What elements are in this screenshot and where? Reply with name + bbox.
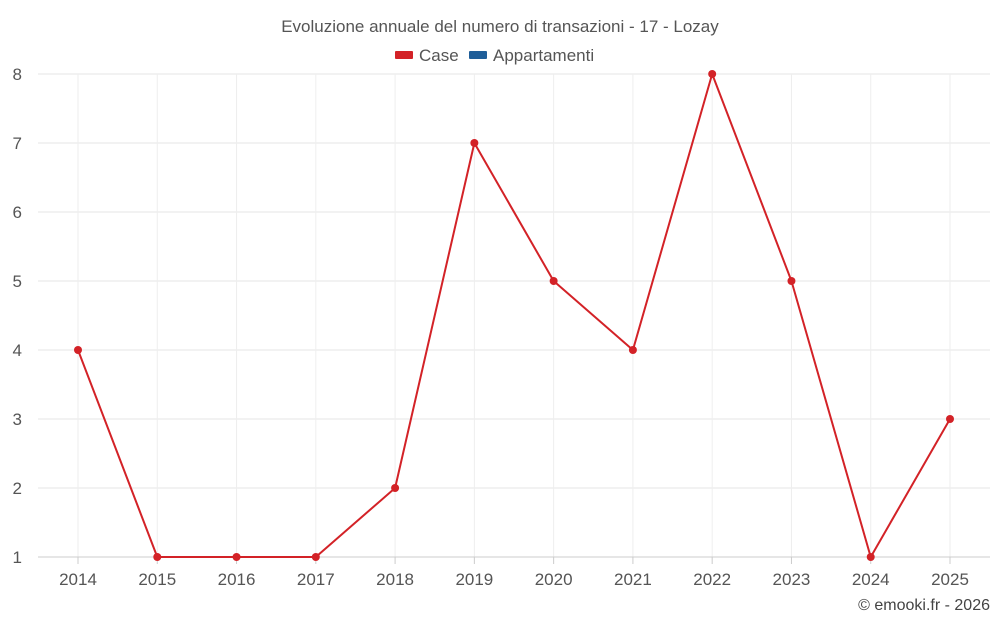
y-tick-label-3: 3 bbox=[13, 410, 22, 429]
data-point-case-2016 bbox=[232, 553, 241, 561]
data-point-case-2017 bbox=[311, 553, 320, 561]
data-point-case-2023 bbox=[787, 277, 796, 285]
legend-swatch-case bbox=[395, 51, 413, 59]
y-tick-label-8: 8 bbox=[13, 65, 22, 84]
data-point-case-2020 bbox=[549, 277, 558, 285]
data-point-case-2022 bbox=[708, 70, 717, 78]
series-layer bbox=[74, 70, 954, 561]
grid bbox=[38, 73, 990, 557]
x-tick-label-2021: 2021 bbox=[614, 570, 652, 589]
x-tick-label-2018: 2018 bbox=[376, 570, 414, 589]
x-tick-label-2019: 2019 bbox=[455, 570, 493, 589]
data-point-case-2021 bbox=[628, 346, 637, 354]
axes: 1 2 3 4 5 6 7 8 2014 2015 2016 2017 2018 2019 2020 2021… bbox=[13, 65, 990, 589]
data-point-case-2015 bbox=[153, 553, 162, 561]
legend-item-appartamenti[interactable]: Appartamenti bbox=[469, 46, 594, 65]
y-tick-label-4: 4 bbox=[13, 341, 22, 360]
legend-label-appartamenti: Appartamenti bbox=[493, 46, 594, 65]
legend: Case Appartamenti bbox=[395, 46, 594, 65]
data-point-case-2025 bbox=[946, 415, 954, 423]
y-tick-label-6: 6 bbox=[13, 203, 22, 222]
y-tick-label-5: 5 bbox=[13, 272, 22, 291]
x-tick-label-2020: 2020 bbox=[535, 570, 573, 589]
x-tick-label-2017: 2017 bbox=[297, 570, 335, 589]
y-tick-label-2: 2 bbox=[13, 479, 22, 498]
data-point-case-2019 bbox=[470, 139, 479, 147]
data-point-case-2024 bbox=[866, 553, 875, 561]
x-tick-label-2016: 2016 bbox=[218, 570, 256, 589]
x-tick-label-2014: 2014 bbox=[59, 570, 97, 589]
credit-text: © emooki.fr - 2026 bbox=[858, 597, 990, 614]
data-point-case-2018 bbox=[391, 484, 400, 492]
y-tick-label-1: 1 bbox=[13, 548, 22, 567]
legend-label-case: Case bbox=[419, 46, 459, 65]
x-tick-label-2022: 2022 bbox=[693, 570, 731, 589]
legend-item-case[interactable]: Case bbox=[395, 46, 459, 65]
x-tick-label-2015: 2015 bbox=[138, 570, 176, 589]
chart-title: Evoluzione annuale del numero di transaz… bbox=[281, 17, 719, 36]
x-tick-label-2023: 2023 bbox=[773, 570, 811, 589]
y-tick-label-7: 7 bbox=[13, 134, 22, 153]
legend-swatch-appartamenti bbox=[469, 51, 487, 59]
data-point-case-2014 bbox=[74, 346, 82, 354]
x-tick-label-2025: 2025 bbox=[931, 570, 969, 589]
x-tick-label-2024: 2024 bbox=[852, 570, 890, 589]
series-line-case bbox=[77, 73, 951, 558]
